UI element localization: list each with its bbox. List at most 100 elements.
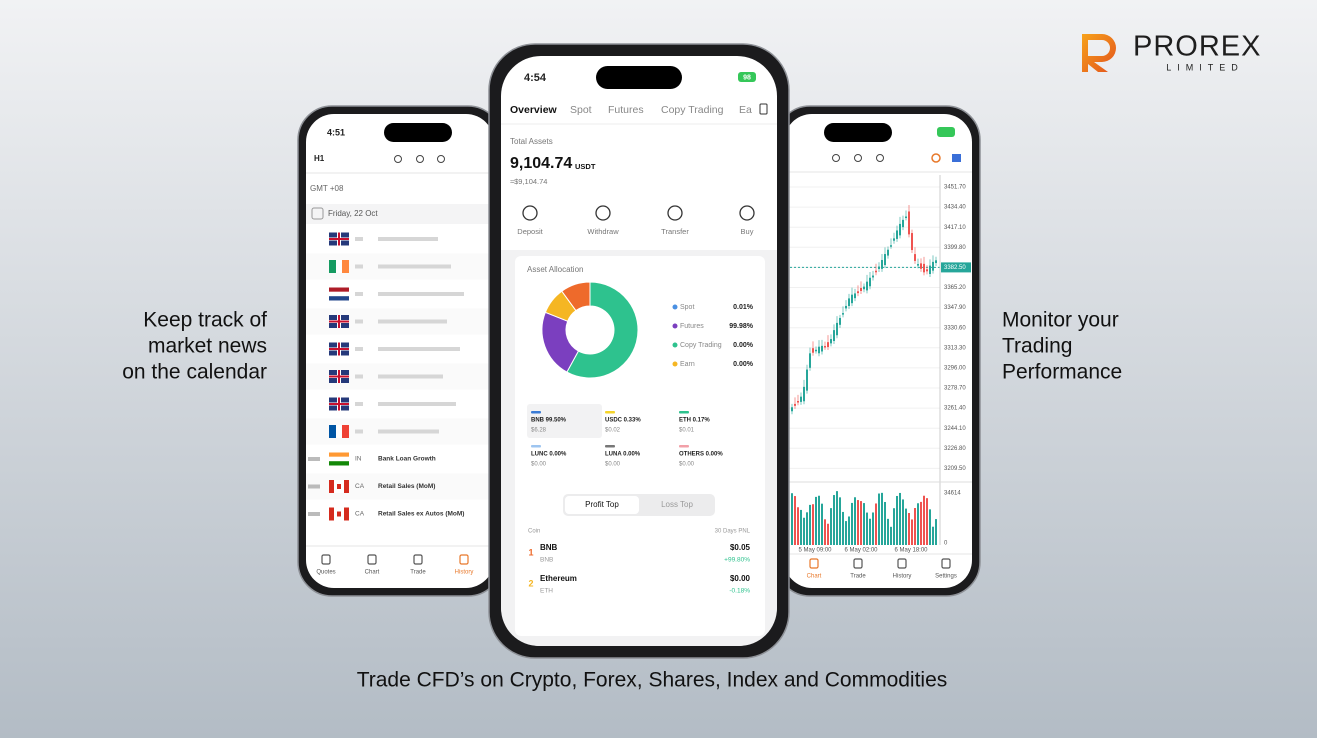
volume-bar: [821, 503, 823, 545]
battery-level: 98: [743, 74, 751, 81]
flag-part: [329, 480, 334, 493]
toggle-label[interactable]: Loss Top: [661, 500, 693, 509]
flag: [329, 232, 349, 246]
coin-name: OTHERS 0.00%: [679, 452, 723, 458]
legend-dot: [672, 304, 678, 310]
candle-body: [899, 223, 901, 236]
volume-bar: [920, 501, 922, 545]
event-blur: [355, 347, 363, 351]
volume-axis-label: 0: [944, 541, 948, 547]
candle-body: [827, 342, 829, 347]
price-tag: [941, 262, 971, 273]
candle-body: [851, 294, 853, 304]
candle-body: [845, 305, 847, 309]
volume-bar: [800, 509, 802, 545]
nav-icon: [853, 558, 863, 569]
volume-bar: [818, 495, 820, 545]
nav-label: Quotes: [316, 570, 335, 576]
candle-body: [860, 288, 862, 291]
nav-label: Settings: [935, 574, 957, 580]
logo-icon: [1082, 34, 1116, 72]
legend-label: Copy Trading: [680, 342, 722, 349]
event-blur: [378, 402, 456, 406]
event-name: Retail Sales (MoM): [378, 483, 435, 490]
event-time: [308, 512, 320, 516]
action-label: Buy: [741, 227, 754, 236]
coin-name: ETH 0.17%: [679, 418, 710, 424]
coin-name: LUNA 0.00%: [605, 452, 641, 458]
toolbar-icon: [876, 154, 884, 162]
price-axis-label: 3278.70: [944, 386, 966, 392]
event-blur: [378, 237, 438, 241]
coin-value: $0.00: [531, 462, 547, 468]
flag-part: [329, 456, 349, 462]
volume-bar: [845, 521, 847, 545]
event-blur: [355, 319, 363, 324]
price-axis-label: 3451.70: [944, 185, 966, 191]
coin-value: $6.28: [531, 428, 547, 434]
flag-part: [329, 291, 349, 297]
action-icon: [522, 205, 538, 221]
date: Friday, 22 Oct: [328, 209, 378, 218]
flag-part: [342, 260, 349, 273]
coin-name: LUNC 0.00%: [531, 452, 567, 458]
candle-body: [887, 249, 889, 256]
candle-body: [797, 401, 799, 403]
list-header: 30 Days PNL: [715, 529, 751, 535]
volume-bar: [929, 509, 931, 545]
candle-body: [857, 291, 859, 294]
volume-bar: [899, 492, 901, 545]
tab: Overview: [510, 104, 558, 116]
volume-bar: [908, 513, 910, 545]
toggle-active[interactable]: [565, 496, 639, 514]
candle-body: [818, 346, 820, 354]
logo-tagline: LIMITED: [1166, 62, 1244, 72]
candle-body: [794, 403, 796, 406]
caption-left: Keep track of: [143, 309, 267, 332]
candle-body: [932, 261, 934, 271]
flag-part: [337, 511, 341, 517]
volume-bar: [875, 503, 877, 545]
volume-bar: [839, 497, 841, 545]
candle-body: [905, 216, 907, 219]
volume-bar: [935, 519, 937, 545]
status-time: 4:54: [524, 72, 547, 84]
nav-icon: [321, 554, 331, 565]
nav-label: Chart: [807, 574, 822, 580]
price-axis-label: 3244.10: [944, 426, 966, 432]
price-axis-label: 3417.10: [944, 225, 966, 231]
event-country: IN: [355, 456, 362, 463]
nav-icon: [413, 554, 423, 565]
coin-row-symbol: ETH: [540, 588, 553, 595]
volume-bar: [830, 508, 832, 545]
flag-part: [338, 397, 340, 411]
candle-body: [890, 245, 892, 247]
volume-bar: [797, 507, 799, 545]
candle-body: [908, 211, 910, 235]
coin-bar: [605, 445, 615, 448]
volume-bar: [803, 517, 805, 545]
candle-body: [821, 345, 823, 352]
candle-body: [884, 254, 886, 266]
nav-icon: [941, 558, 951, 569]
toolbar-icon: [437, 155, 445, 163]
flag: [329, 480, 349, 493]
toolbar-icon: [832, 154, 840, 162]
event-country: CA: [355, 511, 365, 518]
candle-body: [791, 407, 793, 412]
candle-body: [914, 254, 916, 261]
center-phone-content: 4:54 98 Overview Spot Futures Copy Trading Ea T…: [501, 66, 777, 646]
toggle-label[interactable]: Profit Top: [585, 500, 619, 509]
tab: Copy Trading: [661, 104, 724, 116]
coin-bar: [531, 411, 541, 414]
dynamic-island: [824, 123, 892, 142]
legend-label: Earn: [680, 361, 695, 368]
action-label: Deposit: [517, 227, 543, 236]
logo-name: PROREX: [1133, 31, 1261, 63]
flag-part: [329, 296, 349, 301]
candle-body: [893, 238, 895, 241]
coin-bar: [605, 411, 615, 414]
